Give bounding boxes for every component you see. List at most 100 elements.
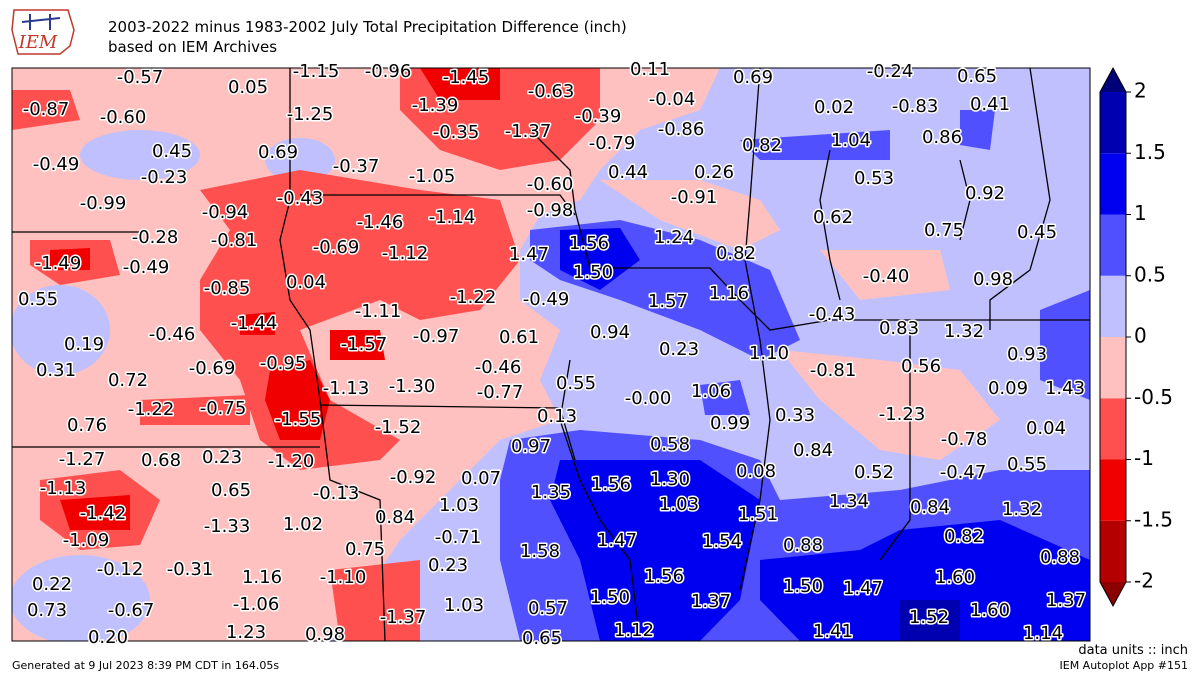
station-value: -0.78 (941, 429, 988, 450)
station-value: 0.19 (64, 334, 104, 355)
station-value: 0.23 (428, 555, 468, 576)
station-value: -0.49 (523, 289, 570, 310)
station-value: -1.23 (879, 404, 926, 425)
colorbar-bin (1100, 153, 1126, 215)
station-value: -1.12 (382, 243, 429, 264)
station-value: 0.92 (965, 183, 1005, 204)
colorbar-tick-label: 1 (1134, 201, 1147, 225)
station-value: -0.85 (204, 278, 251, 299)
station-value: 0.65 (522, 628, 562, 649)
station-value: 1.54 (702, 531, 742, 552)
station-value: -0.28 (132, 227, 179, 248)
station-value: -0.13 (313, 483, 360, 504)
station-value: 0.53 (854, 168, 894, 189)
station-value: -1.05 (409, 166, 456, 187)
station-value: 0.57 (528, 598, 568, 619)
station-value: 0.72 (108, 370, 148, 391)
station-value: 0.75 (345, 539, 385, 560)
colorbar-bin (1100, 459, 1126, 521)
station-value: 1.16 (709, 283, 749, 304)
station-value: -1.06 (233, 594, 280, 615)
station-value: 1.50 (783, 576, 823, 597)
station-value: 0.75 (924, 220, 964, 241)
station-value: -0.40 (863, 266, 910, 287)
station-value: 0.61 (499, 327, 539, 348)
colorbar-tick-label: 2 (1134, 79, 1147, 103)
station-value: -1.13 (40, 478, 87, 499)
colorbar-tick-label: 0.5 (1134, 262, 1166, 286)
station-value: 0.02 (814, 97, 854, 118)
station-value: 0.82 (742, 135, 782, 156)
station-value: -0.39 (575, 106, 622, 127)
station-value: -0.97 (413, 326, 460, 347)
station-value: -0.35 (433, 122, 480, 143)
station-value: 0.99 (710, 413, 750, 434)
station-value: -1.22 (450, 287, 497, 308)
station-value: 0.11 (630, 59, 670, 80)
station-value: 1.24 (654, 227, 694, 248)
station-value: 0.97 (511, 436, 551, 457)
station-value: -1.11 (355, 301, 402, 322)
station-value: -0.98 (527, 200, 574, 221)
station-value: 1.56 (591, 474, 631, 495)
station-value: -0.37 (333, 156, 380, 177)
station-value: -0.77 (477, 382, 524, 403)
station-value: -1.57 (341, 334, 388, 355)
station-value: -0.24 (867, 61, 914, 82)
station-value: 0.45 (1017, 222, 1057, 243)
station-value: 1.52 (909, 607, 949, 628)
station-value: 1.03 (659, 494, 699, 515)
station-value: -0.87 (23, 99, 70, 120)
station-value: 1.34 (829, 491, 869, 512)
station-value: 1.50 (573, 262, 613, 283)
station-value: 1.47 (597, 530, 637, 551)
station-value: 0.33 (775, 405, 815, 426)
station-value: -0.43 (809, 304, 856, 325)
station-value: 0.52 (854, 462, 894, 483)
station-value: -0.95 (260, 353, 307, 374)
app-note: IEM Autoplot App #151 (1060, 659, 1189, 672)
station-value: -0.60 (100, 107, 147, 128)
station-value: 1.23 (226, 622, 266, 643)
station-value: 0.07 (461, 468, 501, 489)
colorbar-bin (1100, 275, 1126, 337)
station-value: 0.55 (18, 289, 58, 310)
station-value: 0.23 (659, 339, 699, 360)
colorbar-tick-label: -2 (1134, 569, 1154, 593)
state-borders (12, 68, 1090, 641)
station-value: -0.46 (475, 357, 522, 378)
station-value: 1.03 (439, 495, 479, 516)
station-value: -1.25 (287, 104, 334, 125)
station-value: -0.12 (97, 559, 144, 580)
station-value: 1.32 (944, 321, 984, 342)
station-value: 1.43 (1045, 378, 1085, 399)
station-value: -1.39 (412, 95, 459, 116)
station-value: -0.63 (528, 81, 575, 102)
colorbar-bin (1100, 337, 1126, 399)
station-value: -0.86 (658, 119, 705, 140)
station-value: 0.56 (901, 356, 941, 377)
station-value: -0.04 (649, 89, 696, 110)
station-value: -0.94 (202, 202, 249, 223)
colorbar-tick-label: 1.5 (1134, 140, 1166, 164)
station-value: 0.65 (957, 66, 997, 87)
units-label: data units :: inch (1078, 643, 1188, 658)
station-value: -1.37 (505, 121, 552, 142)
colorbar-bin (1100, 92, 1126, 154)
station-value: -0.75 (200, 398, 247, 419)
colorbar-tick-label: -0.5 (1134, 385, 1173, 409)
station-value: 0.20 (88, 627, 128, 648)
logo: IEM (11, 9, 75, 55)
colorbar: -2 -1.5 -1 -0.5 0 0.5 1 1.5 2 (1099, 66, 1173, 608)
station-value: 0.88 (1040, 547, 1080, 568)
station-value: 0.76 (67, 415, 107, 436)
station-value: 1.51 (738, 504, 778, 525)
station-value: -1.33 (204, 516, 251, 537)
station-value: 0.84 (910, 497, 950, 518)
station-value: -1.37 (380, 607, 427, 628)
station-value: 0.13 (537, 406, 577, 427)
station-value: -1.49 (35, 253, 82, 274)
station-value: 0.84 (375, 507, 415, 528)
station-value: 0.73 (27, 600, 67, 621)
